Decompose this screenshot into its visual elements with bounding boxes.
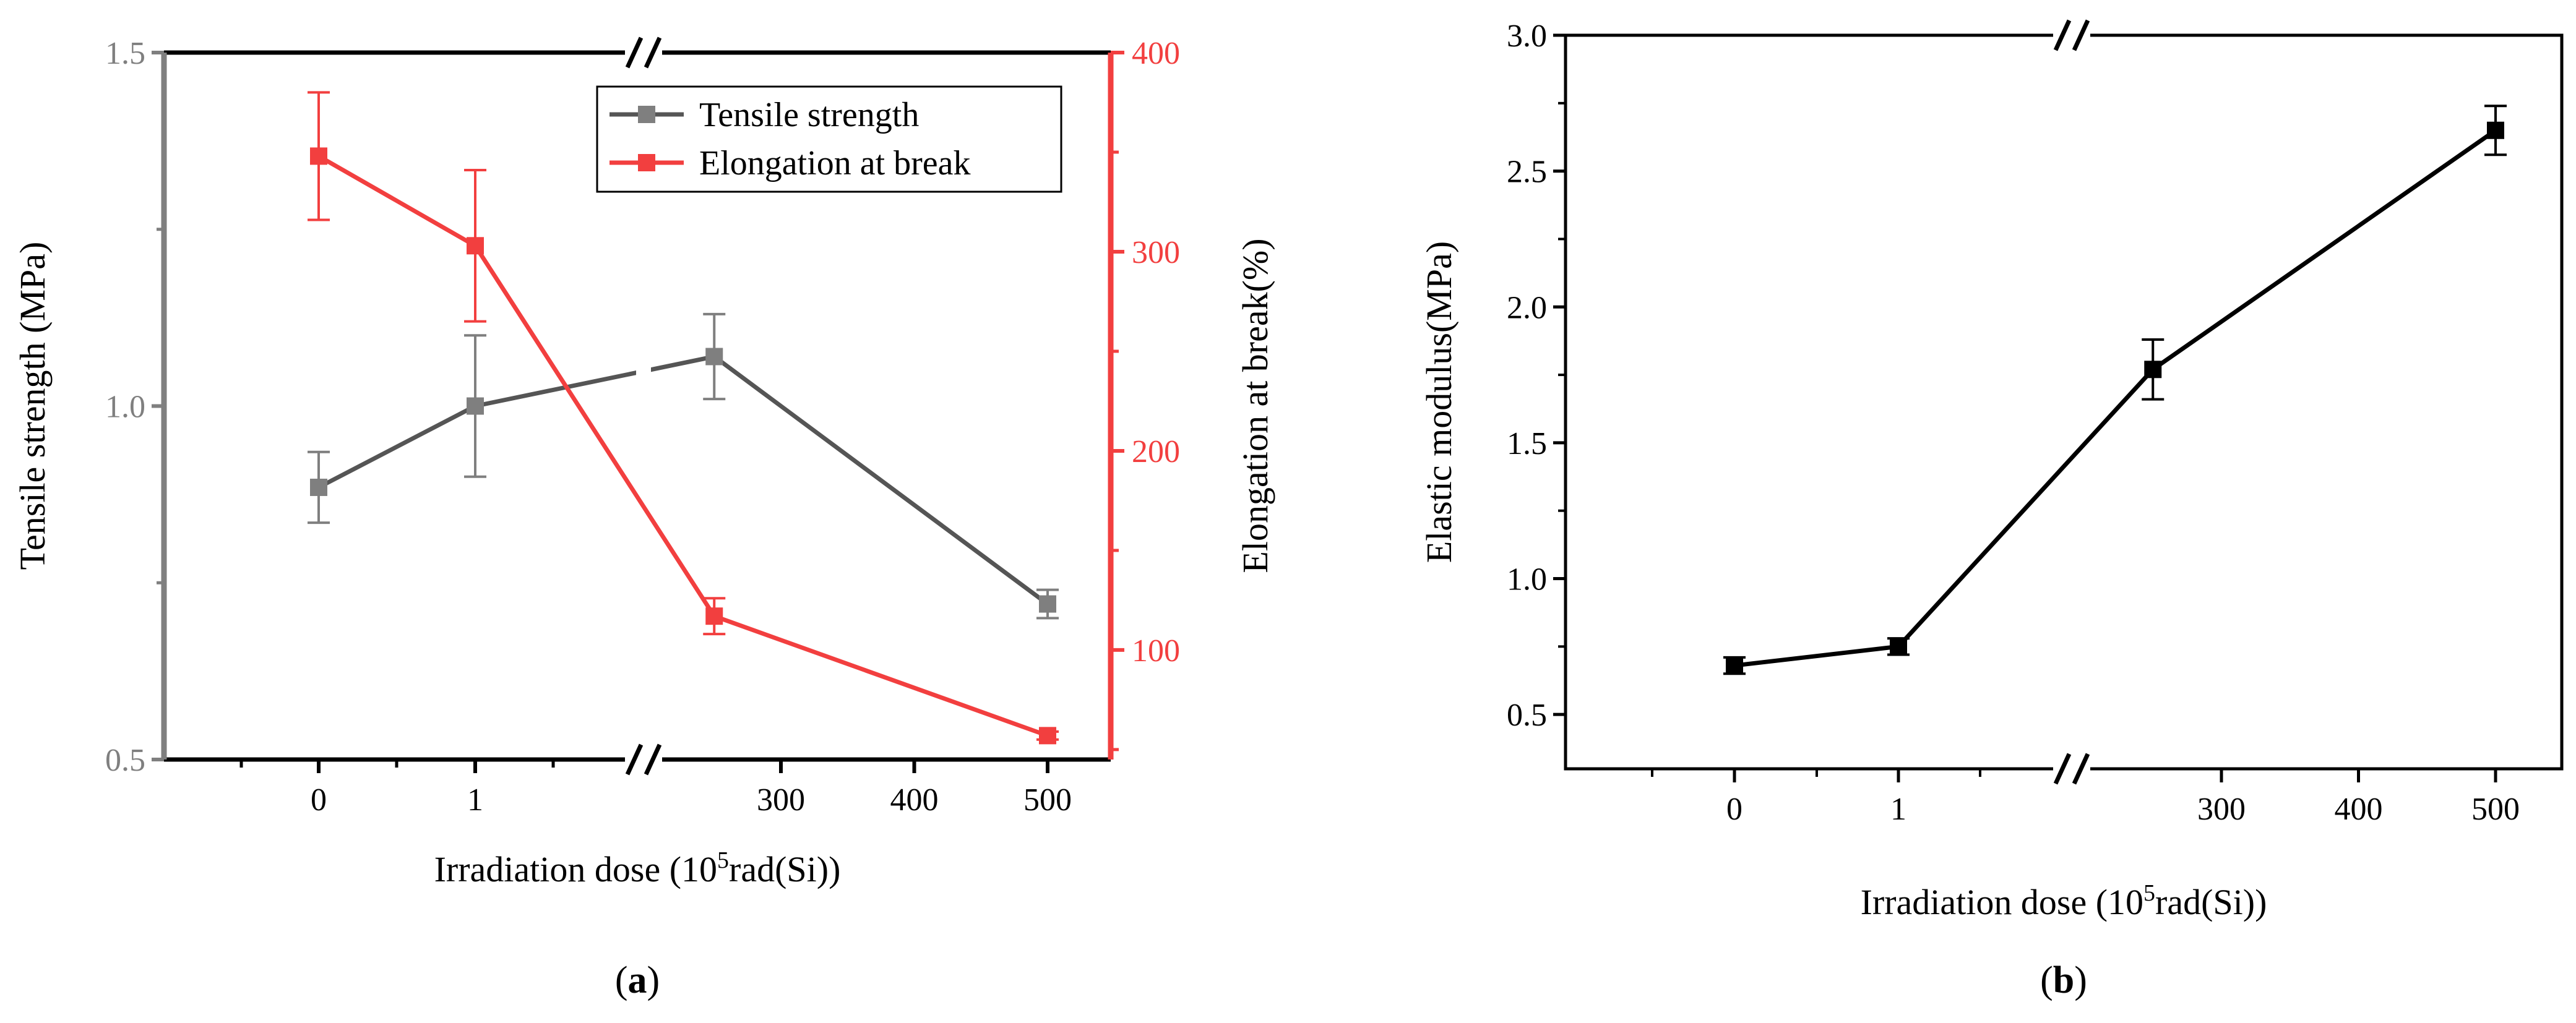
panel-a-tensile-strength-line-segment-2 [713,354,1049,606]
panel-b-x-tick-label-4: 500 [2471,792,2520,827]
panel-a-elongation-line-segment-0 [317,154,476,248]
panel-a-tensile-strength-marker-2 [705,348,723,366]
panel-a-top-axis-break-slash-2 [644,36,662,69]
panel-a-y2-tick-label-0: 100 [1132,633,1180,669]
panel-b-caption-open: ( [2040,959,2053,1001]
panel-b-x-axis-label-suffix: rad(Si)) [2155,882,2267,922]
panel-a-top-axis-break-slash-1 [625,36,644,69]
panel-a-tensile-strength-marker-3 [1039,595,1056,613]
panel-b-y-tick-label-1: 1.0 [1507,562,1547,597]
panel-a-elongation-line-segment-1 [473,244,717,618]
chart-panel-a: 0.5 1.0 1.5 100 200 300 400 0 1 300 400 500 Tensile … [12,35,1275,1001]
panel-a-bottom-axis-break-slash-2 [644,743,662,776]
panel-a-legend-elongation-marker [638,154,655,171]
panel-b-elastic-modulus-marker-2 [2144,361,2162,379]
panel-a-y-tick-label-1: 1.0 [105,390,145,425]
panel-a-elongation-marker-0 [310,147,327,165]
panel-a-x-axis-label-suffix: rad(Si)) [729,849,840,889]
panel-a-tensile-strength-marker-0 [310,478,327,496]
panel-a-tensile-strength-marker-1 [467,397,484,415]
panel-b-line-break-gap [2063,484,2079,510]
panel-a-elongation-line-break-gap [637,458,651,484]
panel-a-caption-letter: a [628,959,647,1001]
panel-a-x-tick-label-0: 0 [311,782,327,818]
panel-a-bottom-axis-break-slash-1 [625,743,644,776]
panel-a-tensile-line-break-gap [636,364,651,385]
panel-b-top-axis-break-slash-2 [2072,19,2090,51]
panel-a-legend-tensile-label: Tensile strength [699,96,919,134]
panel-a-legend-tensile-marker [638,106,655,123]
panel-b-elastic-modulus-line-segment-0 [1734,644,1899,668]
panel-a-tensile-strength-line-segment-0 [317,404,476,490]
panel-b-top-axis-break-slash-1 [2053,19,2072,51]
chart-panel-b: 0.5 1.0 1.5 2.0 2.5 3.0 0 1 300 400 500 Irradiation… [1419,18,2564,1001]
panel-b-elastic-modulus-marker-1 [1890,638,1907,656]
panel-a-tensile-strength-line-segment-1 [475,354,715,408]
panel-a-y-tick-label-0: 0.5 [105,743,145,778]
panel-b-elastic-modulus-marker-0 [1726,657,1743,675]
panel-a-y2-tick-label-1: 200 [1132,434,1180,469]
panel-b-elastic-modulus-line-segment-1 [1897,367,2155,648]
panel-a-caption: (a) [615,959,660,1001]
panel-b-y-tick-label-0: 0.5 [1507,698,1547,733]
panel-b-x-axis-label-superscript: 5 [2143,880,2155,906]
panel-b-caption: (b) [2040,959,2087,1001]
panel-b-y-tick-label-2: 1.5 [1507,426,1547,461]
panel-a-legend-elongation-label: Elongation at break [699,144,971,182]
panel-a-x-tick-label-1: 1 [467,782,483,818]
panel-b-x-axis-label-prefix: Irradiation dose (10 [1861,882,2143,922]
panel-a-y-axis-label: Tensile strength (MPa) [12,242,53,570]
panel-b-y-axis-label: Elastic modulus(MPa) [1419,241,1459,563]
panel-b-x-tick-label-1: 1 [1890,792,1906,827]
panel-b-elastic-modulus-line-segment-2 [2152,128,2497,372]
panel-b-bottom-axis-break-slash-2 [2072,753,2090,785]
panel-b-caption-close: ) [2074,959,2087,1001]
panel-b-y-tick-label-5: 3.0 [1507,19,1547,54]
panel-b-x-tick-label-2: 300 [2197,792,2246,827]
panel-a-x-axis-label: Irradiation dose (105rad(Si)) [434,847,841,889]
panel-a-x-tick-label-2: 300 [757,782,805,818]
panel-a-x-tick-label-4: 500 [1023,782,1072,818]
panel-b-x-tick-label-3: 400 [2335,792,2383,827]
panel-b-y-tick-label-4: 2.5 [1507,155,1547,190]
panel-b-y-tick-label-3: 2.0 [1507,290,1547,325]
panel-a-x-axis-label-superscript: 5 [717,847,729,873]
panel-a-x-axis-label-prefix: Irradiation dose (10 [434,849,717,889]
panel-a-y-tick-label-2: 1.5 [105,36,145,71]
panel-a-caption-close: ) [647,959,660,1001]
panel-a-caption-open: ( [615,959,628,1001]
panel-a-elongation-marker-1 [467,237,484,255]
panel-a-y2-tick-label-3: 400 [1132,36,1180,71]
panel-a-elongation-line-segment-2 [713,614,1049,738]
panel-a-y2-axis-label: Elongation at break(%) [1235,238,1275,573]
panel-a-elongation-marker-2 [705,607,723,625]
panel-b-frame [1564,33,2564,771]
panel-b-bottom-axis-break-slash-1 [2053,753,2072,785]
panel-b-caption-letter: b [2053,959,2074,1001]
panel-b-x-tick-label-0: 0 [1726,792,1742,827]
panel-b-x-axis-label: Irradiation dose (105rad(Si)) [1861,880,2267,922]
panel-a-legend-box [596,85,1062,193]
panel-a-elongation-marker-3 [1039,727,1056,745]
panel-a-y2-tick-label-2: 300 [1132,235,1180,270]
panel-a-x-tick-label-3: 400 [890,782,939,818]
panel-b-elastic-modulus-marker-3 [2487,121,2504,139]
